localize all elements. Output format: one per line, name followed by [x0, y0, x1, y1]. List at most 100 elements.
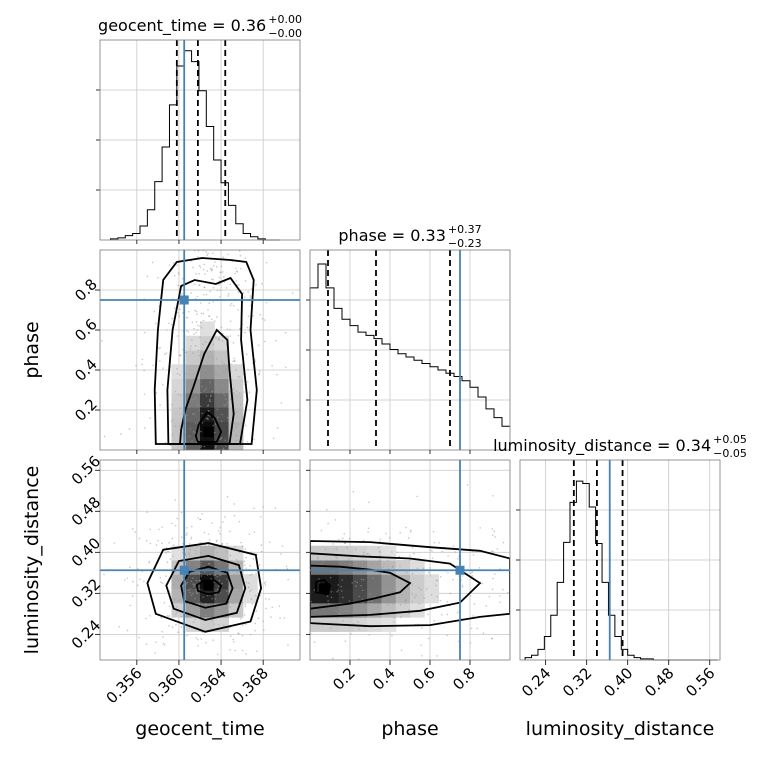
sample-point — [188, 553, 191, 555]
sample-point — [427, 637, 430, 640]
sample-point — [363, 607, 366, 610]
sample-point — [205, 617, 208, 619]
sample-point — [219, 289, 221, 291]
sample-point — [229, 304, 232, 307]
sample-point — [263, 629, 265, 631]
sample-point — [207, 356, 210, 358]
sample-point — [452, 545, 455, 548]
sample-point — [157, 539, 159, 542]
sample-point — [229, 335, 232, 337]
sample-point — [446, 613, 449, 616]
sample-point — [368, 633, 371, 636]
sample-point — [334, 519, 337, 521]
sample-point — [204, 571, 206, 573]
sample-point — [568, 572, 570, 574]
sample-point — [244, 280, 247, 282]
sample-point — [224, 439, 227, 442]
sample-point — [267, 572, 269, 574]
sample-point — [410, 529, 412, 532]
sample-point — [415, 594, 417, 596]
sample-point — [392, 565, 394, 568]
sample-point — [279, 617, 281, 619]
sample-point — [491, 550, 493, 552]
y-tick-label: 0.32 — [68, 575, 104, 611]
sample-point — [268, 598, 270, 601]
sample-point — [200, 430, 202, 433]
sample-point — [221, 271, 224, 273]
sample-point — [269, 594, 271, 596]
sample-point — [413, 596, 416, 599]
sample-point — [531, 539, 533, 541]
sample-point — [338, 612, 340, 615]
sample-point — [292, 573, 294, 575]
sample-point — [208, 539, 211, 541]
sample-point — [372, 577, 374, 580]
sample-point — [177, 393, 180, 396]
sample-point — [301, 581, 303, 583]
sample-point — [218, 337, 220, 339]
sample-point — [354, 548, 357, 551]
sample-point — [197, 645, 199, 647]
sample-point — [229, 554, 232, 557]
sample-point — [418, 602, 421, 605]
x-tick-label: 0.56 — [682, 664, 718, 700]
sample-point — [377, 606, 379, 609]
sample-point — [494, 573, 496, 575]
sample-point — [241, 562, 244, 564]
sample-point — [195, 552, 198, 555]
sample-point — [204, 341, 207, 343]
hist-title-phase: phase = 0.33 +0.37−0.23 — [338, 223, 481, 250]
sample-point — [206, 574, 209, 576]
x-tick-label: 0.6 — [409, 664, 439, 694]
sample-point — [196, 329, 199, 331]
sample-point — [210, 355, 213, 358]
sample-point — [496, 548, 499, 550]
sample-point — [212, 264, 215, 267]
sample-point — [198, 572, 201, 575]
sample-point — [202, 565, 205, 568]
sample-point — [195, 273, 197, 275]
sample-point — [361, 589, 364, 592]
sample-point — [284, 632, 286, 634]
sample-point — [213, 574, 215, 577]
sample-point — [457, 640, 460, 643]
sample-point — [203, 389, 206, 392]
sample-point — [216, 408, 219, 411]
sample-point — [368, 554, 371, 556]
sample-point — [332, 543, 334, 545]
sample-point — [411, 593, 414, 595]
sample-point — [174, 524, 177, 527]
sample-point — [575, 584, 577, 586]
sample-point — [184, 418, 187, 421]
sample-point — [228, 390, 231, 393]
y-tick-label: 0.24 — [68, 616, 104, 652]
sample-point — [257, 617, 260, 620]
sample-point — [189, 555, 191, 557]
sample-point — [247, 586, 250, 589]
contour-level-3 — [166, 276, 249, 445]
sample-point — [222, 521, 224, 523]
sample-point — [291, 292, 294, 294]
density-cell — [395, 560, 411, 575]
sample-point — [193, 597, 196, 600]
sample-point — [128, 428, 131, 430]
sample-point — [429, 575, 432, 577]
sample-point — [145, 540, 148, 542]
sample-point — [473, 603, 476, 605]
sample-point — [212, 424, 215, 427]
sample-point — [249, 633, 252, 636]
sample-point — [409, 559, 411, 561]
sample-point — [259, 313, 262, 316]
sample-point — [212, 278, 215, 281]
sample-point — [131, 595, 134, 597]
sample-point — [237, 375, 239, 378]
sample-point — [265, 513, 267, 515]
density-cell — [338, 588, 354, 604]
sample-point — [416, 567, 419, 570]
sample-point — [399, 531, 401, 534]
sample-point — [190, 538, 192, 540]
sample-point — [417, 586, 420, 589]
sample-point — [190, 594, 193, 597]
sample-point — [218, 296, 221, 298]
x-tick-label: 0.48 — [641, 664, 677, 700]
